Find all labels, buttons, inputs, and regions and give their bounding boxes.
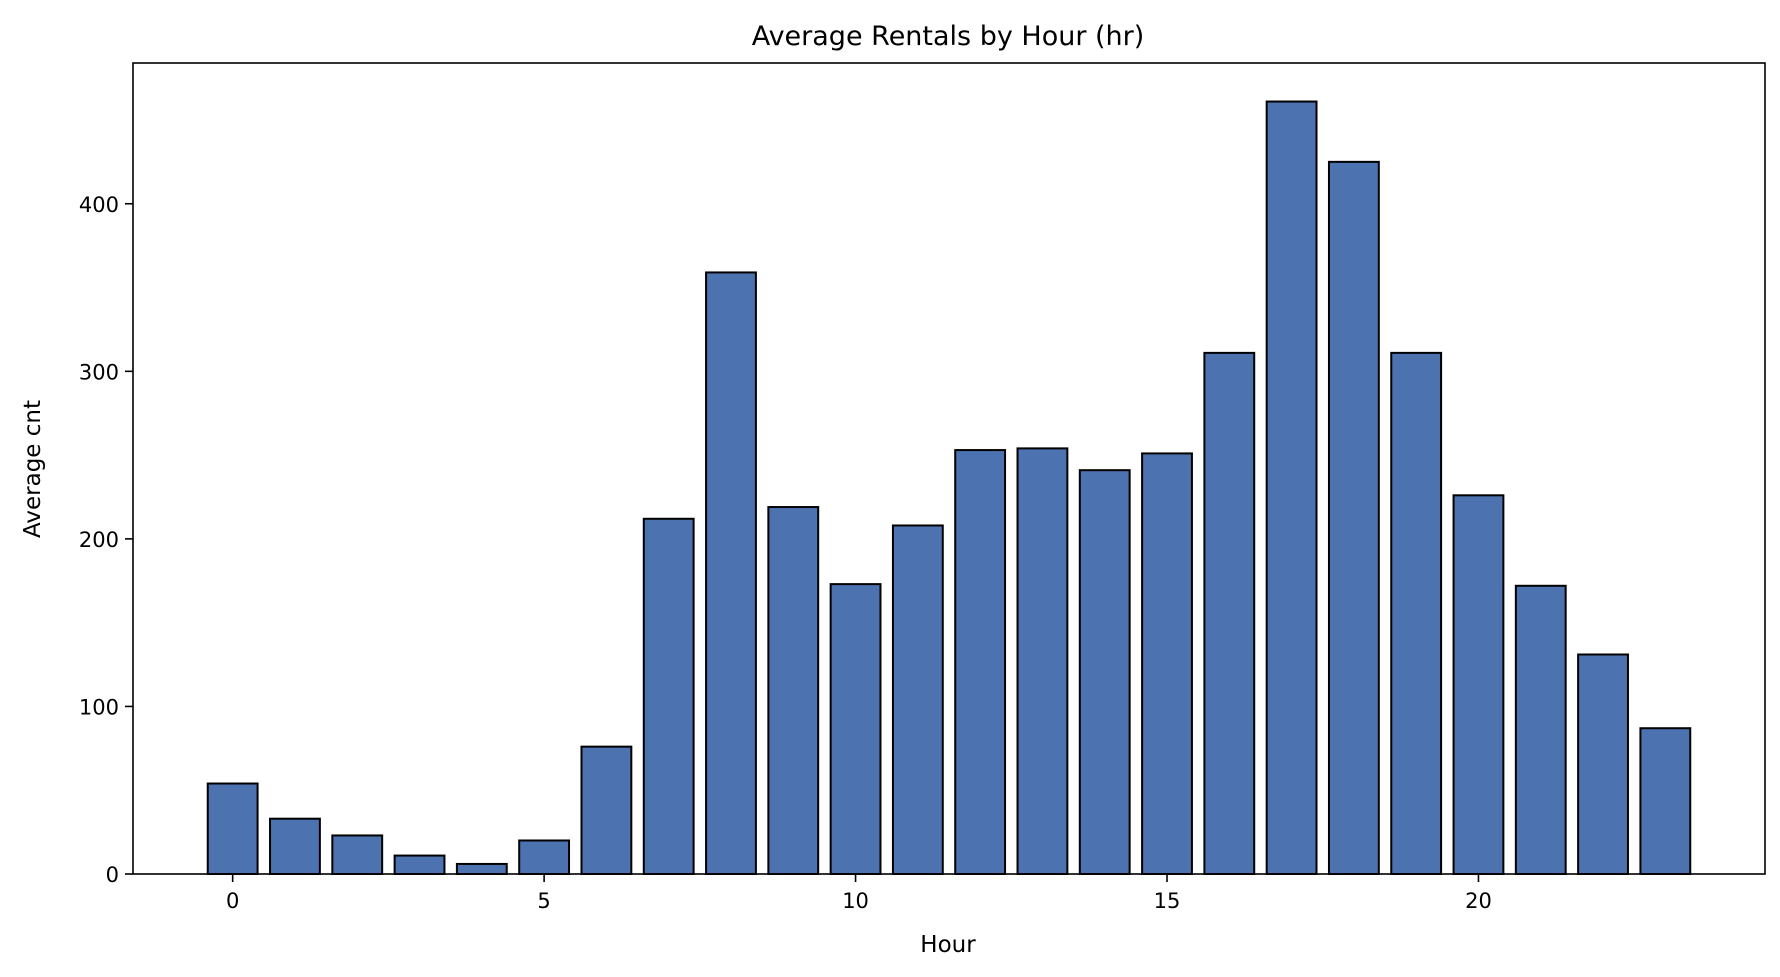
x-tick-label: 10 xyxy=(842,889,869,913)
bar-hour-4 xyxy=(455,862,508,876)
bar-hour-22 xyxy=(1577,653,1629,875)
bar-hour-0 xyxy=(206,782,259,876)
bar-hour-1 xyxy=(269,817,321,876)
bar-hour-8 xyxy=(705,271,757,875)
bar-hour-6 xyxy=(580,745,633,876)
x-axis-ticks: 0 5 10 15 20 xyxy=(226,874,1492,913)
y-tick-label: 200 xyxy=(79,528,119,552)
x-axis-label: Hour xyxy=(920,932,976,958)
bar-hour-23 xyxy=(1639,727,1692,875)
chart-title: Average Rentals by Hour (hr) xyxy=(752,21,1145,52)
y-axis-ticks: 0 100 200 300 400 xyxy=(79,193,133,887)
y-tick-label: 0 xyxy=(106,863,119,887)
bar-hour-20 xyxy=(1452,494,1505,875)
y-tick-label: 100 xyxy=(79,695,119,719)
x-tick-label: 0 xyxy=(226,889,239,913)
y-tick-label: 300 xyxy=(79,360,119,384)
bar-hour-5 xyxy=(518,839,571,875)
bar-hour-7 xyxy=(642,517,695,876)
bar-hour-14 xyxy=(1078,469,1131,875)
bar-hour-15 xyxy=(1141,452,1193,875)
x-tick-label: 15 xyxy=(1154,889,1181,913)
bar-hour-19 xyxy=(1390,351,1443,875)
y-tick-label: 400 xyxy=(79,193,119,217)
bar-hour-13 xyxy=(1016,447,1069,875)
x-tick-label: 20 xyxy=(1465,889,1492,913)
plot-frame xyxy=(132,62,1766,875)
bar-hour-3 xyxy=(393,854,446,876)
bar-hour-10 xyxy=(829,583,882,875)
y-axis-label: Average cnt xyxy=(20,400,46,538)
bar-hour-18 xyxy=(1327,160,1380,876)
bars-layer xyxy=(206,100,1692,876)
bar-hour-16 xyxy=(1203,351,1256,875)
bar-hour-9 xyxy=(767,506,820,875)
bar-hour-12 xyxy=(954,449,1007,875)
bar-hour-21 xyxy=(1514,584,1567,875)
bar-hour-2 xyxy=(331,834,384,876)
x-tick-label: 5 xyxy=(537,889,550,913)
bar-hour-17 xyxy=(1265,100,1318,876)
bar-hour-11 xyxy=(891,524,944,875)
